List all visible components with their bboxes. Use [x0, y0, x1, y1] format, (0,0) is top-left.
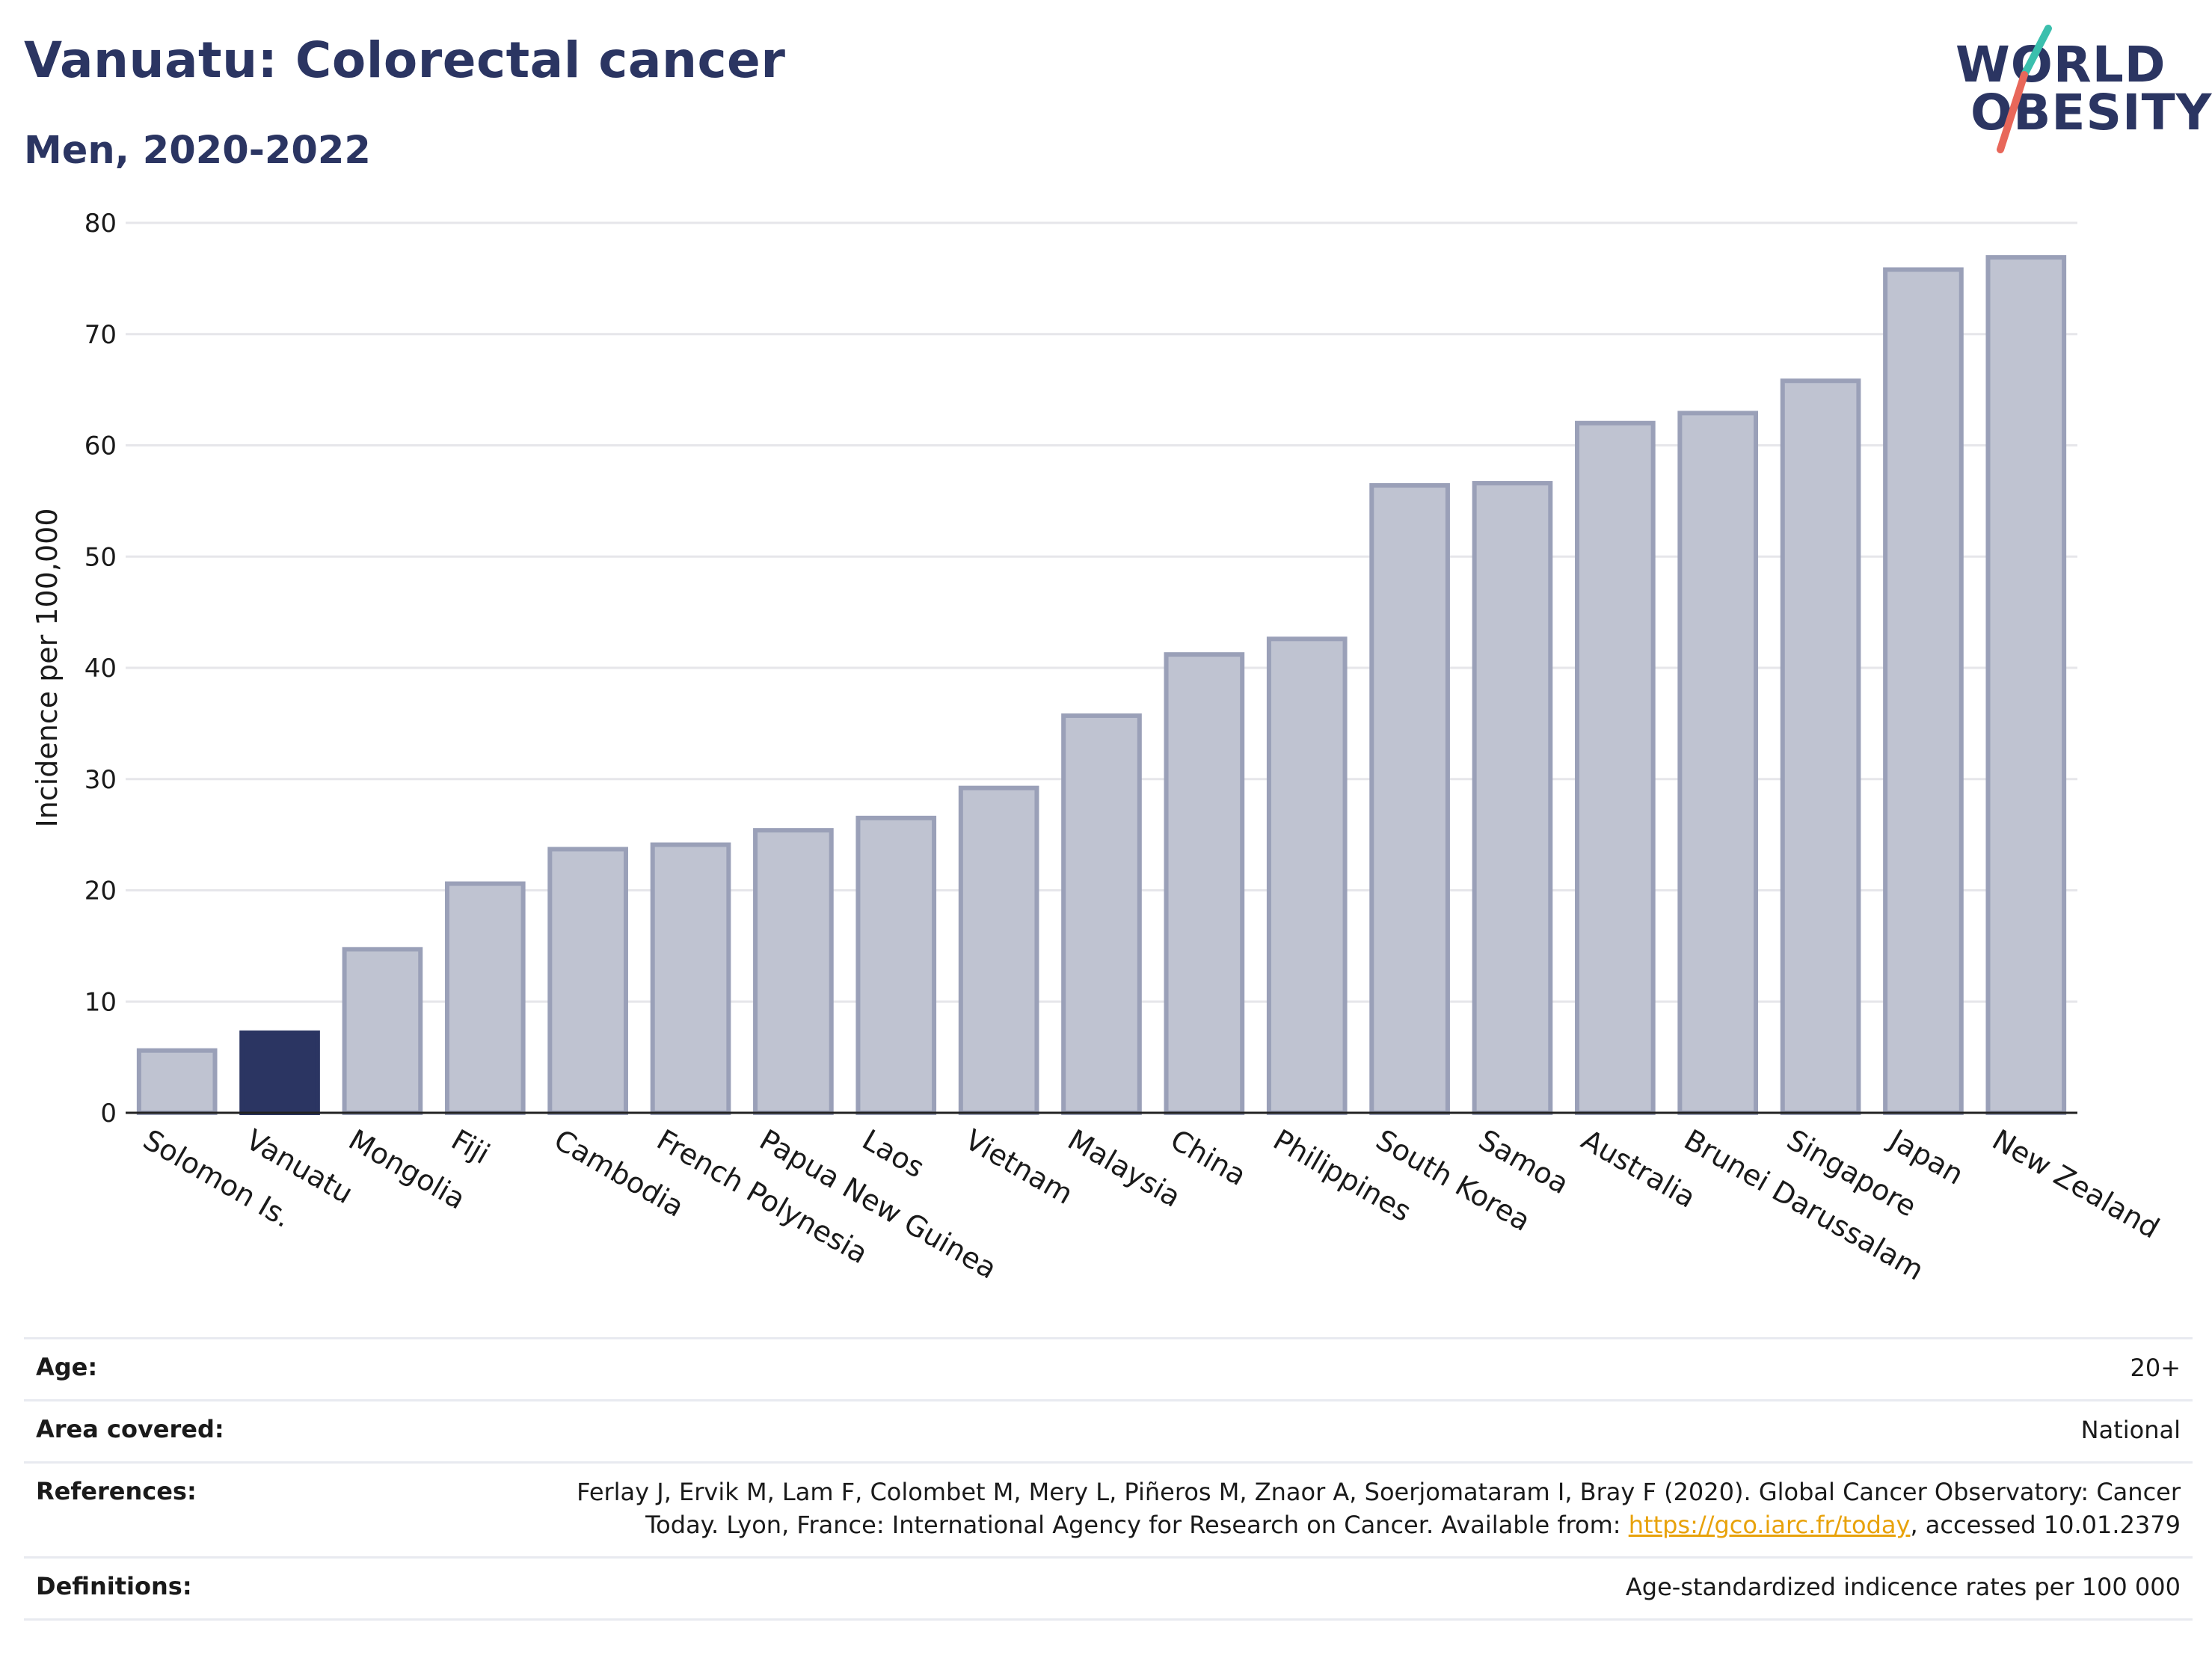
references-label: References:: [36, 1477, 197, 1505]
info-table-end: [24, 1618, 2193, 1621]
y-tick-label: 80: [85, 209, 117, 239]
x-tick-label: Laos: [857, 1123, 930, 1185]
x-tick-label: New Zealand: [1987, 1123, 2165, 1245]
info-row-definitions: Definitions: Age-standardized indicence …: [24, 1556, 2193, 1618]
y-tick-label: 70: [85, 320, 117, 350]
bar: [753, 828, 834, 1115]
references-link[interactable]: https://gco.iarc.fr/today: [1628, 1511, 1911, 1539]
y-tick-label: 40: [85, 654, 117, 684]
bar: [342, 947, 423, 1116]
bar: [1472, 481, 1553, 1115]
y-tick-label: 20: [85, 876, 117, 906]
x-tick-label: Mongolia: [343, 1123, 471, 1216]
references-value: Ferlay J, Ervik M, Lam F, Colombet M, Me…: [577, 1476, 2181, 1541]
age-label: Age:: [36, 1353, 98, 1381]
page-subtitle: Men, 2020-2022: [24, 129, 371, 173]
definitions-value: Age-standardized indicence rates per 100…: [1625, 1573, 2181, 1601]
bar: [1883, 267, 1964, 1116]
x-tick-label: Fiji: [446, 1123, 495, 1170]
bar: [650, 842, 731, 1115]
y-tick-label: 50: [85, 542, 117, 572]
logo-slash-icon: [1997, 25, 2052, 153]
y-tick-label: 60: [85, 432, 117, 461]
bar: [958, 785, 1039, 1116]
bar: [1164, 652, 1245, 1115]
bar: [444, 881, 526, 1115]
info-row-age: Age: 20+: [24, 1337, 2193, 1399]
age-value: 20+: [2130, 1354, 2181, 1382]
references-line-1: Ferlay J, Ervik M, Lam F, Colombet M, Me…: [577, 1478, 2181, 1506]
references-line-2-post: , accessed 10.01.2379: [1910, 1511, 2181, 1539]
y-axis-label: Incidence per 100,000: [31, 508, 64, 827]
info-row-area: Area covered: National: [24, 1399, 2193, 1461]
bar: [1061, 713, 1142, 1115]
info-table: Age: 20+ Area covered: National Referenc…: [24, 1337, 2193, 1621]
bar: [239, 1030, 320, 1116]
area-value: National: [2080, 1416, 2181, 1444]
bar: [136, 1048, 218, 1115]
bar: [1985, 255, 2067, 1115]
y-tick-label: 0: [100, 1099, 117, 1129]
bar: [1369, 483, 1450, 1115]
x-tick-label: Australia: [1576, 1123, 1701, 1215]
world-obesity-logo: WORLD OBESITY: [1956, 22, 2211, 157]
logo-line-1: WORLD: [1956, 36, 2166, 93]
y-tick-label: 30: [85, 765, 117, 795]
y-tick-label: 10: [85, 987, 117, 1017]
info-row-references: References: Ferlay J, Ervik M, Lam F, Co…: [24, 1461, 2193, 1556]
references-line-2-pre: Today. Lyon, France: International Agenc…: [645, 1511, 1629, 1539]
bar: [1677, 411, 1759, 1115]
definitions-label: Definitions:: [36, 1572, 192, 1600]
bar: [1575, 420, 1656, 1115]
x-tick-label: Vietnam: [959, 1123, 1078, 1211]
bar: [1266, 636, 1348, 1115]
references-line-2: Today. Lyon, France: International Agenc…: [577, 1508, 2181, 1541]
area-label: Area covered:: [36, 1415, 224, 1443]
bar: [547, 847, 628, 1116]
bar: [1780, 378, 1861, 1116]
page-title: Vanuatu: Colorectal cancer: [24, 31, 786, 89]
bar: [855, 815, 937, 1115]
x-tick-label: Malaysia: [1063, 1123, 1187, 1214]
